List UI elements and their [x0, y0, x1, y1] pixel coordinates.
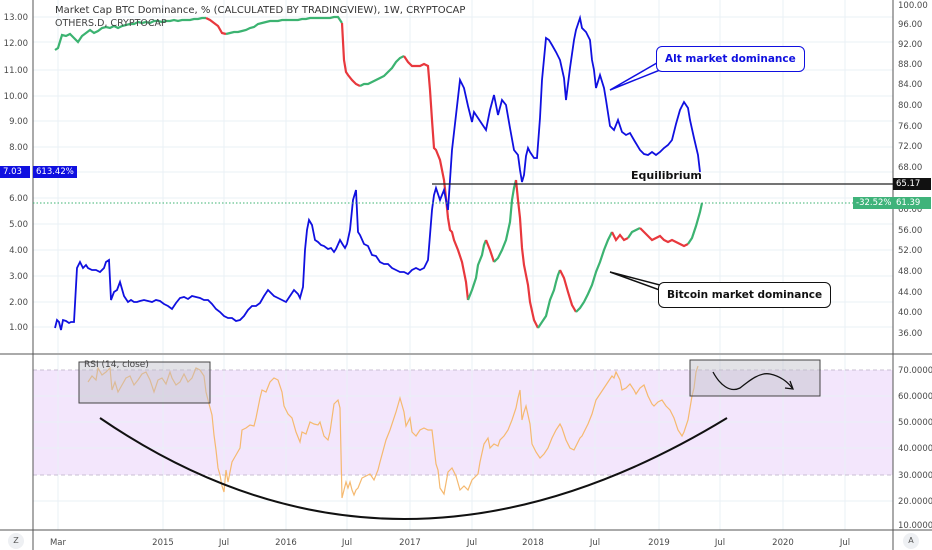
svg-text:50.0000: 50.0000: [898, 418, 932, 428]
current-price-badge: 61.39: [893, 197, 931, 209]
svg-text:11.00: 11.00: [4, 66, 28, 76]
svg-text:2019: 2019: [648, 538, 670, 548]
svg-text:Jul: Jul: [218, 538, 229, 548]
rsi-label[interactable]: RSI (14, close): [84, 360, 149, 370]
svg-text:70.0000: 70.0000: [898, 366, 932, 376]
svg-text:Jul: Jul: [714, 538, 725, 548]
rsi-axis[interactable]: 70.0000 60.0000 50.0000 40.0000 30.0000 20.0…: [898, 366, 932, 531]
chart-legend[interactable]: Market Cap BTC Dominance, % (CALCULATED …: [55, 4, 465, 30]
svg-text:20.0000: 20.0000: [898, 497, 932, 507]
svg-text:4.00: 4.00: [9, 246, 28, 256]
svg-text:Jul: Jul: [839, 538, 850, 548]
svg-text:60.00: 60.00: [898, 205, 922, 215]
svg-text:96.00: 96.00: [898, 20, 922, 30]
svg-text:56.00: 56.00: [898, 226, 922, 236]
btc-market-callout[interactable]: Bitcoin market dominance: [658, 282, 832, 308]
svg-text:Mar: Mar: [50, 538, 67, 548]
rsi-box-right[interactable]: [689, 359, 821, 397]
wave-arrow: [712, 371, 793, 391]
left-price-axis[interactable]: 13.00 12.00 11.00 10.00 9.00 8.00 6.00 5.00 4.…: [4, 13, 28, 333]
left-pct-badge: 613.42%: [33, 166, 77, 178]
svg-text:5.00: 5.00: [9, 220, 28, 230]
current-pct-badge: -32.52%: [853, 197, 895, 209]
svg-text:2016: 2016: [275, 538, 297, 548]
svg-text:6.00: 6.00: [9, 194, 28, 204]
svg-text:2017: 2017: [399, 538, 421, 548]
svg-text:2018: 2018: [522, 538, 544, 548]
svg-text:68.00: 68.00: [898, 163, 922, 173]
alt-dominance-line[interactable]: [54, 14, 701, 331]
svg-text:44.00: 44.00: [898, 288, 922, 298]
wave-arrowhead: [784, 380, 794, 390]
svg-text:2020: 2020: [772, 538, 794, 548]
rsi-box-left[interactable]: [78, 361, 211, 404]
svg-text:72.00: 72.00: [898, 142, 922, 152]
svg-text:92.00: 92.00: [898, 40, 922, 50]
svg-text:52.00: 52.00: [898, 246, 922, 256]
auto-scale-button[interactable]: A: [903, 533, 919, 549]
svg-text:3.00: 3.00: [9, 272, 28, 282]
rsi-line[interactable]: [87, 365, 699, 499]
grid-rsi: [33, 355, 893, 530]
equilibrium-label: Equilibrium: [631, 169, 702, 182]
svg-text:Jul: Jul: [466, 538, 477, 548]
equilibrium-price-badge: 65.17: [893, 178, 931, 190]
svg-text:48.00: 48.00: [898, 267, 922, 277]
legend-overlay-symbol[interactable]: OTHERS.D, CRYPTOCAP: [55, 18, 167, 29]
svg-text:10.00: 10.00: [4, 92, 28, 102]
svg-text:40.00: 40.00: [898, 308, 922, 318]
svg-text:1.00: 1.00: [9, 323, 28, 333]
svg-text:Jul: Jul: [341, 538, 352, 548]
btc-dominance-candles[interactable]: [54, 15, 704, 329]
time-axis[interactable]: Mar 2015 Jul 2016 Jul 2017 Jul 2018 Jul 2019 Ju…: [50, 538, 850, 548]
svg-text:9.00: 9.00: [9, 117, 28, 127]
svg-text:36.00: 36.00: [898, 329, 922, 339]
svg-text:100.00: 100.00: [898, 1, 928, 11]
svg-text:60.0000: 60.0000: [898, 392, 932, 402]
svg-text:Jul: Jul: [589, 538, 600, 548]
svg-text:30.0000: 30.0000: [898, 471, 932, 481]
alt-market-callout[interactable]: Alt market dominance: [656, 46, 805, 72]
svg-text:12.00: 12.00: [4, 39, 28, 49]
right-price-axis[interactable]: 100.00 96.00 92.00 88.00 84.00 80.00 76.00 72…: [898, 1, 928, 339]
left-price-badge: 7.03: [0, 166, 30, 178]
zoom-button[interactable]: Z: [8, 533, 24, 549]
legend-title: Market Cap BTC Dominance, % (CALCULATED …: [55, 5, 466, 16]
svg-text:8.00: 8.00: [9, 143, 28, 153]
svg-text:40.0000: 40.0000: [898, 444, 932, 454]
svg-text:88.00: 88.00: [898, 60, 922, 70]
svg-text:2015: 2015: [152, 538, 174, 548]
svg-text:80.00: 80.00: [898, 101, 922, 111]
svg-text:76.00: 76.00: [898, 122, 922, 132]
svg-text:13.00: 13.00: [4, 13, 28, 23]
btc-callout-pointer: [609, 271, 668, 294]
svg-text:84.00: 84.00: [898, 80, 922, 90]
svg-text:2.00: 2.00: [9, 298, 28, 308]
cup-curve: [99, 417, 728, 520]
svg-text:10.0000: 10.0000: [898, 521, 932, 531]
